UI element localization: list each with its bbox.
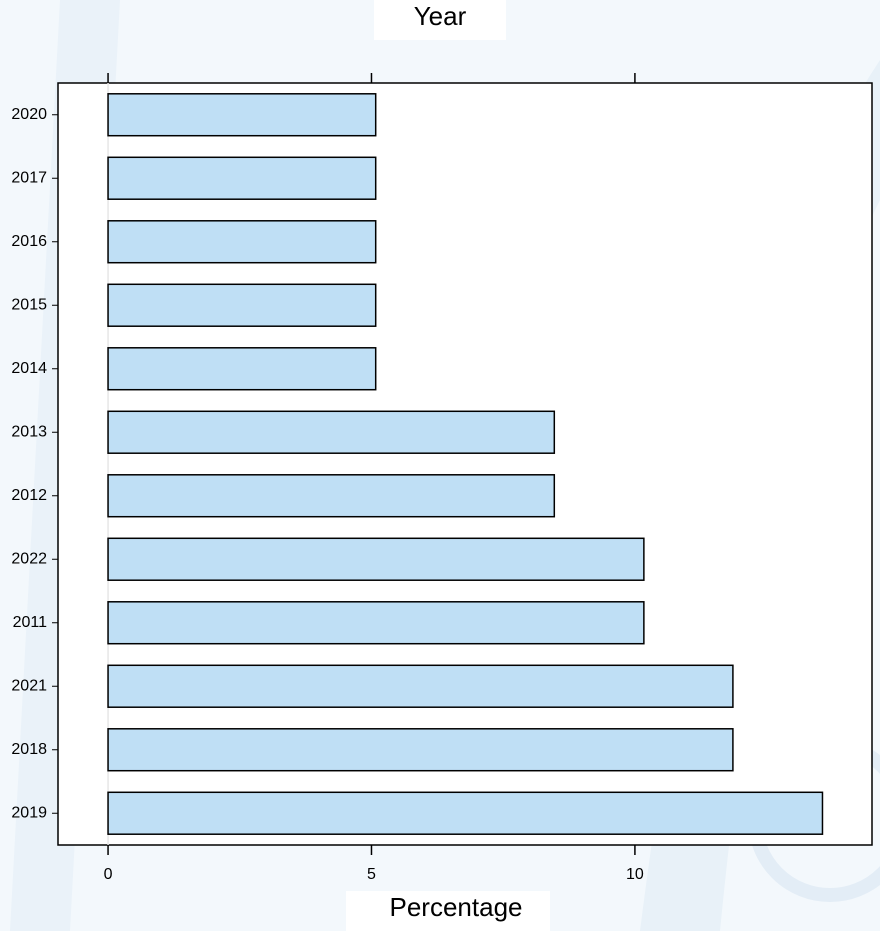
title-box [374, 0, 506, 40]
y-tick-label: 2018 [11, 741, 47, 758]
bar [107, 220, 377, 264]
bar [107, 283, 377, 327]
bar [107, 474, 556, 518]
bar [107, 728, 734, 772]
y-tick-label: 2019 [11, 804, 47, 821]
bar [107, 601, 645, 645]
bar [107, 410, 556, 454]
bar [107, 791, 824, 835]
x-axis-label: Percentage [390, 892, 523, 922]
y-tick-label: 2021 [11, 677, 47, 694]
y-tick-label: 2011 [13, 614, 48, 631]
y-tick-label: 2020 [11, 106, 47, 123]
x-tick-label: 10 [626, 866, 644, 883]
bar [107, 664, 734, 708]
chart-title: Year [414, 1, 467, 31]
bar [107, 537, 645, 581]
bar [107, 347, 377, 391]
x-tick-label: 5 [367, 866, 376, 883]
y-tick-label: 2012 [11, 487, 47, 504]
y-tick-label: 2022 [11, 550, 47, 567]
x-tick-label: 0 [104, 866, 113, 883]
y-tick-label: 2017 [11, 169, 47, 186]
y-tick-label: 2013 [11, 423, 47, 440]
bar [107, 156, 377, 200]
y-tick-label: 2016 [11, 233, 47, 250]
xlabel-box [346, 891, 550, 931]
panel [57, 82, 873, 846]
bar [107, 93, 377, 137]
y-tick-label: 2015 [11, 296, 47, 313]
y-tick-label: 2014 [11, 360, 47, 377]
